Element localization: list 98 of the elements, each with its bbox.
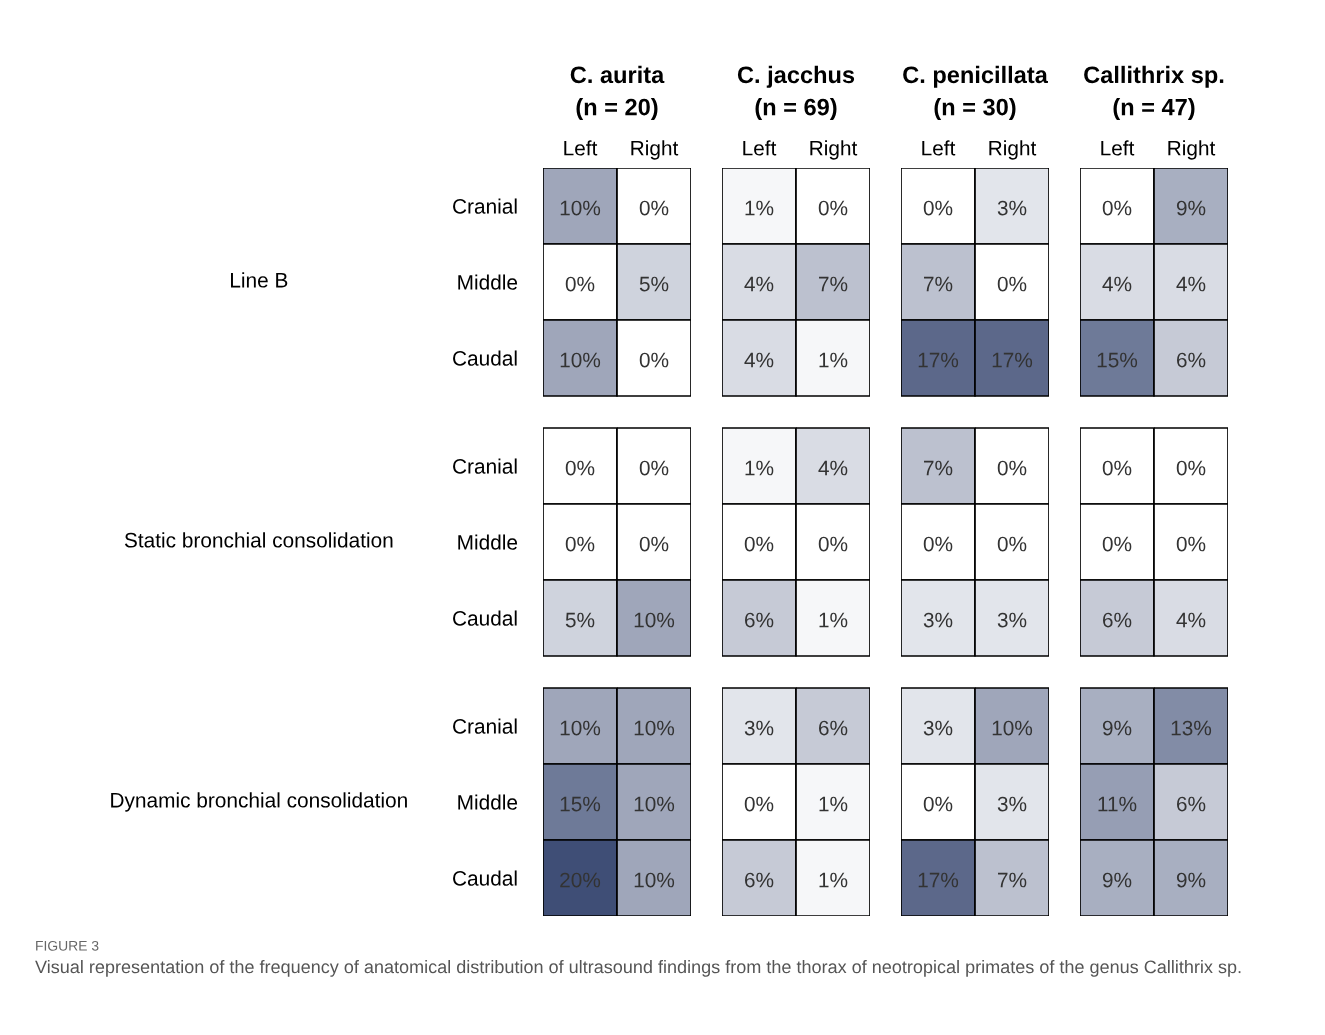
data-label: 10% — [560, 352, 601, 368]
data-label: 4% — [1176, 276, 1206, 292]
data-label: 10% — [634, 720, 675, 736]
y-tick-label: Cranial — [453, 198, 517, 214]
data-label: 15% — [560, 796, 601, 812]
data-label: 0% — [565, 536, 595, 552]
data-label: 10% — [560, 720, 601, 736]
y-tick-label: Caudal — [453, 610, 517, 626]
data-label: 6% — [1177, 796, 1206, 812]
data-label: 0% — [639, 460, 669, 476]
data-label: 0% — [818, 536, 848, 552]
data-label: 9% — [1176, 872, 1206, 888]
data-label: 0% — [1176, 460, 1206, 476]
y2-tick-label: Static bronchial consolidation — [124, 532, 393, 548]
data-label: 0% — [744, 536, 774, 552]
data-label: 6% — [745, 612, 774, 628]
y2-tick-label: Dynamic bronchial consolidation — [111, 792, 407, 812]
y-tick-label: Caudal — [453, 870, 517, 886]
data-label: 3% — [997, 796, 1027, 812]
chart-title: C. penicillata (n = 30) — [903, 65, 1048, 121]
data-label: 4% — [1102, 276, 1132, 292]
data-label: 3% — [923, 612, 953, 628]
data-label: 3% — [744, 720, 774, 736]
data-label: 1% — [819, 872, 848, 888]
data-label: 1% — [745, 200, 774, 216]
data-label: 1% — [819, 796, 848, 812]
data-label: 10% — [634, 796, 675, 812]
y-tick-label: Middle — [458, 794, 518, 810]
chart-title: C. aurita (n = 20) — [570, 65, 665, 121]
data-label: 7% — [819, 276, 848, 292]
data-label: 6% — [1103, 612, 1132, 628]
x-tick-label: Right — [631, 140, 679, 160]
y2-tick-label: Line B — [231, 272, 288, 288]
data-label: 0% — [997, 536, 1027, 552]
data-label: 4% — [818, 460, 848, 476]
data-label: 3% — [923, 720, 953, 736]
x-tick-label: Left — [922, 140, 956, 156]
data-label: 6% — [745, 872, 774, 888]
x-tick-label: Right — [989, 140, 1037, 160]
y-tick-label: Middle — [458, 274, 518, 290]
data-label: 10% — [634, 872, 675, 888]
x-tick-label: Left — [564, 140, 598, 156]
data-label: 0% — [565, 276, 595, 292]
data-label: 4% — [1176, 612, 1206, 628]
data-label: 7% — [998, 872, 1027, 888]
data-label: 3% — [997, 200, 1027, 216]
data-label: 0% — [1102, 460, 1132, 476]
data-label: 0% — [997, 276, 1027, 292]
y-tick-label: Middle — [458, 534, 518, 550]
x-tick-label: Right — [1168, 140, 1216, 160]
data-label: 20% — [560, 872, 601, 888]
data-label: 0% — [639, 200, 669, 216]
data-label: 7% — [924, 276, 953, 292]
chart-title: C. jacchus (n = 69) — [737, 65, 855, 121]
data-label: 0% — [1102, 536, 1132, 552]
data-label: 17% — [992, 352, 1033, 368]
data-label: 4% — [744, 352, 774, 368]
data-label: 9% — [1102, 720, 1132, 736]
data-label: 0% — [1102, 200, 1132, 216]
data-label: 9% — [1102, 872, 1132, 888]
y-tick-label: Cranial — [453, 458, 517, 474]
data-label: 0% — [565, 460, 595, 476]
data-label: 5% — [565, 612, 595, 628]
data-label: 0% — [997, 460, 1027, 476]
data-label: 1% — [819, 352, 848, 368]
data-label: 17% — [918, 872, 959, 888]
data-label: 10% — [634, 612, 675, 628]
data-label: 10% — [992, 720, 1033, 736]
data-label: 10% — [560, 200, 601, 216]
y-tick-label: Caudal — [453, 350, 517, 366]
data-label: 0% — [923, 200, 953, 216]
data-label: 0% — [639, 536, 669, 552]
data-label: 0% — [639, 352, 669, 368]
data-label: 6% — [1177, 352, 1206, 368]
data-label: 7% — [924, 460, 953, 476]
x-tick-label: Left — [743, 140, 777, 156]
data-label: 11% — [1098, 796, 1137, 812]
data-label: 17% — [918, 352, 959, 368]
data-label: 5% — [639, 276, 669, 292]
data-label: 9% — [1176, 200, 1206, 216]
data-label: 0% — [923, 536, 953, 552]
data-label: 1% — [745, 460, 774, 476]
data-label: 6% — [819, 720, 848, 736]
x-tick-label: Right — [810, 140, 858, 160]
chart-title: Callithrix sp. (n = 47) — [1084, 65, 1224, 121]
data-label: 13% — [1171, 720, 1212, 736]
y-tick-label: Cranial — [453, 718, 517, 734]
data-label: 0% — [818, 200, 848, 216]
x-tick-label: Left — [1101, 140, 1135, 156]
text: Visual representation of the frequency of anatomical distribution of ultrasound findings from the thorax of neotropical primates of the genus Callithrix sp. — [35, 960, 1241, 977]
caption: FIGURE 3 — [36, 940, 99, 951]
data-label: 0% — [744, 796, 774, 812]
data-label: 4% — [744, 276, 774, 292]
data-label: 1% — [819, 612, 848, 628]
data-label: 3% — [997, 612, 1027, 628]
data-label: 0% — [1176, 536, 1206, 552]
data-label: 15% — [1097, 352, 1138, 368]
data-label: 0% — [923, 796, 953, 812]
